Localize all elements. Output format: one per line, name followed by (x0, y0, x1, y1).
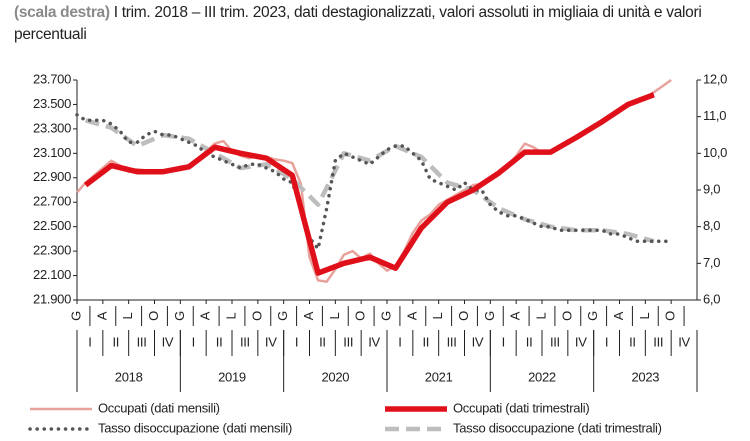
month-label: A (198, 311, 213, 320)
month-label: O (559, 311, 574, 321)
quarter-label: IV (678, 334, 690, 349)
y-tick-label: 23.500 (33, 96, 71, 111)
month-label: G (482, 311, 497, 321)
quarter-label: III (447, 334, 457, 349)
quarter-label: III (550, 334, 560, 349)
quarter-label: III (240, 334, 250, 349)
series-line (76, 78, 672, 283)
month-label: L (327, 312, 342, 319)
month-label: A (301, 311, 316, 320)
y-tick-label: 22.300 (33, 243, 71, 258)
quarter-label: I (88, 334, 91, 349)
quarter-label: IV (575, 334, 587, 349)
quarter-label: III (137, 334, 147, 349)
y2-tick-label: 8,0 (703, 218, 720, 233)
legend-label: Occupati (dati trimestrali) (453, 400, 589, 415)
month-label: G (172, 311, 187, 321)
y-tick-label: 22.500 (33, 218, 71, 233)
title-text: I trim. 2018 – III trim. 2023, dati dest… (14, 4, 702, 43)
year-label: 2019 (218, 369, 246, 384)
y-tick-label: 22.100 (33, 267, 71, 282)
quarter-label: IV (265, 334, 277, 349)
quarter-label: II (319, 334, 326, 349)
quarter-label: I (398, 334, 401, 349)
y-tick-label: 23.300 (33, 120, 71, 135)
quarter-label: I (502, 334, 505, 349)
month-label: O (353, 311, 368, 321)
chart-title: (scala destra) I trim. 2018 – III trim. … (14, 2, 734, 46)
y2-tick-label: 11,0 (703, 108, 726, 123)
y2-tick-label: 12,0 (703, 71, 727, 86)
quarter-label: IV (368, 334, 380, 349)
legend-label: Tasso disoccupazione (dati trimestrali) (453, 420, 662, 435)
month-label: A (508, 311, 523, 320)
quarter-label: III (653, 334, 663, 349)
month-label: A (611, 311, 626, 320)
quarter-label: II (422, 334, 429, 349)
y2-tick-label: 10,0 (703, 145, 727, 160)
month-label: L (430, 312, 445, 319)
y-tick-label: 22.700 (33, 194, 71, 209)
year-label: 2018 (115, 369, 143, 384)
title-prefix: (scala destra) (14, 4, 110, 21)
month-label: O (249, 311, 264, 321)
month-label: G (68, 311, 83, 321)
quarter-label: II (112, 334, 119, 349)
month-label: L (223, 312, 238, 319)
quarter-label: I (295, 334, 298, 349)
quarter-label: I (192, 334, 195, 349)
month-label: A (94, 311, 109, 320)
legend-label: Occupati (dati mensili) (98, 400, 220, 415)
year-label: 2022 (528, 369, 556, 384)
series-line (75, 113, 673, 251)
quarter-label: II (629, 334, 636, 349)
month-label: G (275, 311, 290, 321)
quarter-label: III (343, 334, 353, 349)
month-label: O (456, 311, 471, 321)
month-label: G (585, 311, 600, 321)
y-tick-label: 22.900 (33, 169, 71, 184)
y2-tick-label: 6,0 (703, 291, 720, 306)
month-label: L (533, 312, 548, 319)
month-label: O (663, 311, 678, 321)
y2-tick-label: 9,0 (703, 181, 720, 196)
quarter-label: IV (162, 334, 174, 349)
year-label: 2021 (425, 369, 453, 384)
month-label: G (378, 311, 393, 321)
month-label: O (146, 311, 161, 321)
series-line (83, 92, 655, 276)
year-label: 2023 (631, 369, 659, 384)
series-line (84, 118, 655, 244)
y-tick-label: 23.100 (33, 145, 71, 160)
legend-label: Tasso disoccupazione (dati mensili) (98, 420, 292, 435)
quarter-label: IV (472, 334, 484, 349)
year-label: 2020 (321, 369, 349, 384)
quarter-label: II (216, 334, 223, 349)
quarter-label: I (605, 334, 608, 349)
y-tick-label: 21.900 (33, 291, 71, 306)
quarter-label: II (526, 334, 533, 349)
month-label: A (404, 311, 419, 320)
y-tick-label: 23.700 (33, 71, 71, 86)
y2-tick-label: 7,0 (703, 255, 720, 270)
month-label: L (637, 312, 652, 319)
month-label: L (120, 312, 135, 319)
